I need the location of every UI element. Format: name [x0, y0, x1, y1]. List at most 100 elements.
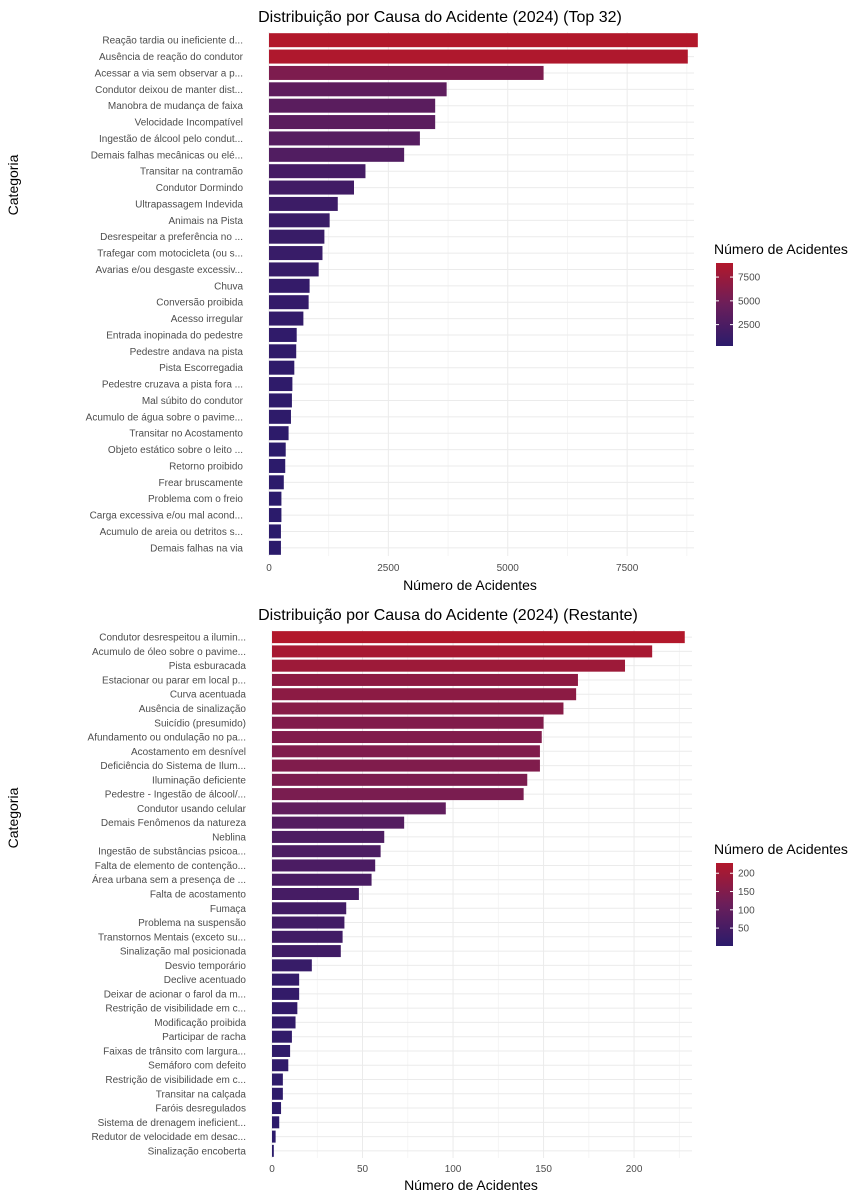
bar: [272, 859, 376, 872]
bar: [269, 164, 366, 179]
category-label: Reação tardia ou ineficiente d...: [102, 36, 243, 47]
chart-restante: Distribuição por Causa do Acidente (2024…: [5, 607, 848, 1193]
category-label: Participar de racha: [162, 1032, 246, 1043]
category-label: Iluminação deficiente: [152, 775, 246, 786]
bar: [269, 180, 354, 195]
bar: [269, 393, 292, 408]
category-label: Pedestre cruzava a pista fora ...: [102, 380, 243, 391]
category-label: Desrespeitar a preferência no ...: [100, 232, 243, 243]
bar: [272, 659, 626, 672]
bar: [272, 816, 405, 829]
category-label: Fumaça: [210, 904, 247, 915]
category-label: Modificação proibida: [154, 1018, 246, 1029]
bar: [272, 1073, 283, 1086]
category-label: Pedestre andava na pista: [130, 347, 244, 358]
category-label: Trafegar com motocicleta (ou s...: [97, 249, 243, 260]
chart-top32: Distribuição por Causa do Acidente (2024…: [5, 9, 848, 593]
bar: [269, 360, 295, 375]
category-label: Acessar a via sem observar a p...: [95, 68, 243, 79]
legend-tick-label: 7500: [738, 273, 761, 284]
bar: [269, 131, 420, 146]
y-axis-label: Categoria: [5, 154, 21, 215]
bar: [272, 759, 540, 772]
category-label: Área urbana sem a presença de ...: [92, 873, 246, 886]
legend-title: Número de Acidentes: [714, 841, 848, 857]
y-axis-label: Categoria: [5, 787, 21, 848]
chart-title: Distribuição por Causa do Acidente (2024…: [258, 607, 638, 624]
category-label: Mal súbito do condutor: [142, 396, 244, 407]
bar: [269, 278, 310, 293]
category-label: Demais falhas na via: [150, 543, 243, 554]
category-label: Acumulo de água sobre o pavime...: [86, 412, 243, 423]
bar: [269, 213, 330, 228]
category-label: Acumulo de areia ou detritos s...: [100, 527, 243, 538]
category-label: Transitar na contramão: [140, 167, 243, 178]
category-label: Restrição de visibilidade em c...: [105, 1004, 246, 1015]
legend-ticks: 50 100 150 200: [716, 869, 755, 935]
category-label: Acesso irregular: [171, 314, 244, 325]
category-label: Ausência de reação do condutor: [99, 52, 244, 63]
bar: [269, 33, 698, 48]
bar: [269, 262, 319, 277]
bar: [269, 246, 323, 261]
category-label: Entrada inopinada do pedestre: [106, 330, 243, 341]
bar: [272, 773, 528, 786]
category-label: Frear bruscamente: [159, 478, 244, 489]
category-label: Falta de elemento de contenção...: [95, 861, 246, 872]
x-tick-label: 200: [626, 1164, 643, 1175]
bar: [272, 1059, 289, 1072]
x-axis-label: Número de Acidentes: [403, 577, 537, 593]
category-label: Declive acentuado: [164, 975, 247, 986]
category-label: Transtornos Mentais (exceto su...: [98, 932, 246, 943]
bar: [269, 311, 304, 326]
bar: [269, 65, 544, 80]
category-label: Ultrapassagem Indevida: [135, 199, 243, 210]
category-label: Velocidade Incompatível: [135, 118, 243, 129]
category-label: Chuva: [214, 281, 243, 292]
x-tick-label: 150: [535, 1164, 552, 1175]
category-label: Afundamento ou ondulação no pa...: [88, 733, 246, 744]
bar: [272, 702, 564, 715]
bar: [272, 745, 540, 758]
category-label: Demais falhas mecânicas ou elé...: [91, 150, 243, 161]
bar: [272, 788, 524, 801]
bar: [269, 458, 286, 473]
bar: [272, 916, 345, 929]
category-label: Suicídio (presumido): [154, 718, 246, 729]
legend-tick-label: 5000: [738, 296, 761, 307]
category-label: Faróis desregulados: [155, 1104, 246, 1115]
category-label: Redutor de velocidade em desac...: [91, 1132, 246, 1143]
bar: [272, 930, 343, 943]
legend-colorbar: [716, 863, 733, 946]
bar: [272, 873, 372, 886]
bar: [272, 1002, 298, 1015]
category-label: Restrição de visibilidade em c...: [105, 1075, 246, 1086]
category-label: Carga excessiva e/ou mal acond...: [90, 511, 243, 522]
category-label: Faixas de trânsito com largura...: [103, 1046, 246, 1057]
category-label: Problema na suspensão: [138, 918, 246, 929]
bar: [272, 673, 578, 686]
bar: [272, 888, 359, 900]
category-label: Sinalização mal posicionada: [120, 947, 247, 958]
bar: [272, 802, 446, 815]
bar: [272, 688, 577, 701]
bar: [269, 327, 297, 342]
category-label: Ingestão de álcool pelo condut...: [99, 134, 243, 145]
category-label: Demais Fenômenos da natureza: [101, 818, 247, 829]
bar: [272, 973, 300, 986]
bar: [269, 115, 436, 130]
category-label: Condutor Dormindo: [156, 183, 244, 194]
bar: [272, 1102, 282, 1115]
category-label: Pista esburacada: [169, 661, 247, 672]
bar: [269, 344, 297, 359]
legend-ticks: 2500 5000 7500: [716, 273, 761, 331]
legend-tick-label: 150: [738, 887, 755, 898]
bar: [272, 1030, 292, 1043]
bar: [269, 409, 291, 424]
bar: [269, 49, 688, 64]
bar: [269, 295, 309, 310]
category-label: Desvio temporário: [165, 961, 247, 972]
category-label: Curva acentuada: [170, 690, 247, 701]
legend-tick-label: 50: [738, 924, 750, 935]
bar: [269, 82, 447, 97]
